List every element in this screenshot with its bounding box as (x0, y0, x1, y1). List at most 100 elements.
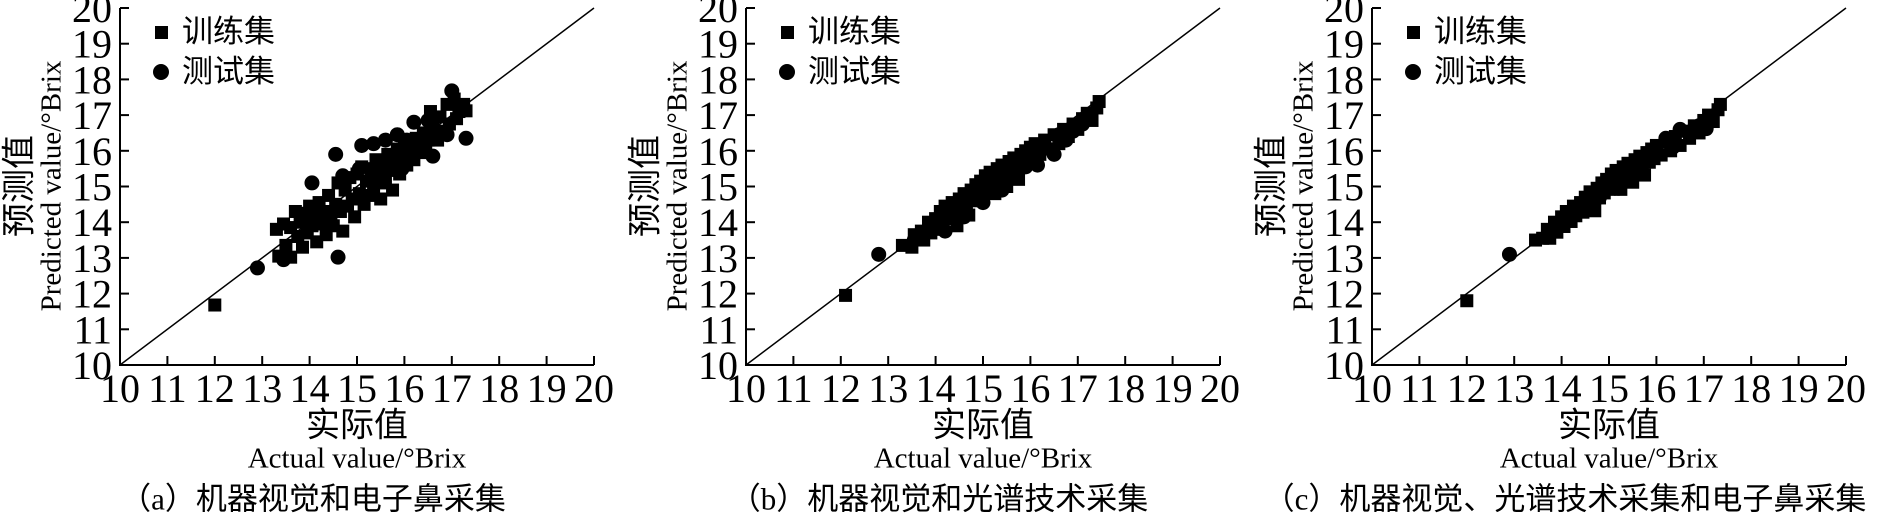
svg-text:15: 15 (72, 165, 112, 210)
svg-text:15: 15 (963, 366, 1003, 411)
y-axis-label-zh: 预测值 (627, 135, 665, 237)
svg-text:12: 12 (821, 366, 861, 411)
x-axis-label-en: Actual value/°Brix (1499, 442, 1719, 475)
legend-test-label: 测试集 (808, 54, 901, 89)
svg-text:19: 19 (527, 366, 567, 411)
legend-test-label: 测试集 (1434, 54, 1527, 89)
train-marker-icon (1402, 25, 1424, 39)
legend-test-label: 测试集 (182, 54, 275, 89)
svg-text:18: 18 (72, 57, 112, 102)
svg-text:10: 10 (100, 366, 140, 411)
svg-text:12: 12 (72, 272, 112, 317)
svg-text:17: 17 (1684, 366, 1724, 411)
legend: 训练集 测试集 (1402, 12, 1527, 92)
svg-text:10: 10 (1324, 343, 1364, 388)
svg-text:11: 11 (148, 366, 187, 411)
svg-text:15: 15 (698, 165, 738, 210)
y-axis-label-en: Predicted value/°Brix (661, 60, 694, 312)
svg-text:10: 10 (72, 343, 112, 388)
x-axis-label-en: Actual value/°Brix (247, 442, 467, 475)
svg-text:14: 14 (72, 200, 112, 245)
svg-text:10: 10 (726, 366, 766, 411)
svg-text:15: 15 (1324, 165, 1364, 210)
legend: 训练集 测试集 (150, 12, 275, 92)
svg-text:18: 18 (698, 57, 738, 102)
chart-panel-c: 10 10 11 11 12 12 13 13 14 14 15 15 16 16 17 17 18 18 19 19… (1252, 0, 1878, 517)
svg-text:17: 17 (698, 93, 738, 138)
svg-text:13: 13 (1494, 366, 1534, 411)
caption-a: （a）机器视觉和电子鼻采集 (120, 481, 506, 517)
svg-text:18: 18 (1105, 366, 1145, 411)
svg-text:11: 11 (699, 307, 738, 352)
y-axis-label-zh: 预测值 (1, 135, 39, 237)
legend-train-label: 训练集 (808, 14, 901, 49)
legend-train-label: 训练集 (182, 14, 275, 49)
chart-panel-a: 10 10 11 11 12 12 13 13 14 14 15 15 16 16 17 17 18 18 19 19… (0, 0, 626, 517)
svg-text:14: 14 (290, 366, 330, 411)
legend-item-train: 训练集 (776, 12, 901, 52)
svg-text:12: 12 (1447, 366, 1487, 411)
svg-text:17: 17 (1058, 366, 1098, 411)
legend-item-test: 测试集 (1402, 52, 1527, 92)
x-axis-label-zh: 实际值 (932, 407, 1034, 445)
legend-train-label: 训练集 (1434, 14, 1527, 49)
svg-text:16: 16 (698, 129, 738, 174)
svg-text:13: 13 (1324, 236, 1364, 281)
svg-text:16: 16 (1324, 129, 1364, 174)
svg-text:18: 18 (479, 366, 519, 411)
legend-item-test: 测试集 (150, 52, 275, 92)
x-axis-label-zh: 实际值 (306, 407, 408, 445)
svg-text:16: 16 (72, 129, 112, 174)
test-marker-icon (150, 64, 172, 80)
svg-text:12: 12 (698, 272, 738, 317)
caption-b: （b）机器视觉和光谱技术采集 (729, 481, 1149, 517)
y-axis-label-en: Predicted value/°Brix (35, 60, 68, 312)
svg-text:12: 12 (195, 366, 235, 411)
svg-text:10: 10 (1352, 366, 1392, 411)
svg-text:17: 17 (432, 366, 472, 411)
svg-text:17: 17 (1324, 93, 1364, 138)
legend-item-train: 训练集 (150, 12, 275, 52)
x-axis-label-en: Actual value/°Brix (873, 442, 1093, 475)
svg-text:20: 20 (1324, 0, 1364, 31)
svg-text:16: 16 (384, 366, 424, 411)
y-axis-label-zh: 预测值 (1253, 135, 1291, 237)
legend-item-train: 训练集 (1402, 12, 1527, 52)
train-marker-icon (150, 25, 172, 39)
svg-text:11: 11 (1325, 307, 1364, 352)
legend-item-test: 测试集 (776, 52, 901, 92)
svg-text:14: 14 (698, 200, 738, 245)
svg-text:15: 15 (1589, 366, 1629, 411)
svg-text:13: 13 (868, 366, 908, 411)
svg-text:13: 13 (698, 236, 738, 281)
y-axis-label-en: Predicted value/°Brix (1287, 60, 1320, 312)
svg-text:12: 12 (1324, 272, 1364, 317)
svg-text:10: 10 (698, 343, 738, 388)
scatter-plot-c: 1010111112121313141415151616171718181919… (1324, 0, 1866, 411)
svg-text:16: 16 (1636, 366, 1676, 411)
svg-text:19: 19 (72, 22, 112, 67)
svg-text:14: 14 (916, 366, 956, 411)
test-marker-icon (776, 64, 798, 80)
scatter-plot-a: 1010111112121313141415151616171718181919… (72, 0, 614, 411)
svg-text:11: 11 (1400, 366, 1439, 411)
caption-c: （c）机器视觉、光谱技术采集和电子鼻采集 (1263, 481, 1867, 517)
svg-text:19: 19 (1153, 366, 1193, 411)
svg-text:20: 20 (574, 366, 614, 411)
svg-text:13: 13 (242, 366, 282, 411)
svg-text:13: 13 (72, 236, 112, 281)
svg-text:11: 11 (774, 366, 813, 411)
svg-text:20: 20 (1200, 366, 1240, 411)
svg-text:11: 11 (73, 307, 112, 352)
svg-text:18: 18 (1324, 57, 1364, 102)
svg-text:14: 14 (1542, 366, 1582, 411)
svg-text:19: 19 (1779, 366, 1819, 411)
x-axis-label-zh: 实际值 (1558, 407, 1660, 445)
svg-text:18: 18 (1731, 366, 1771, 411)
svg-text:14: 14 (1324, 200, 1364, 245)
svg-text:19: 19 (1324, 22, 1364, 67)
svg-text:15: 15 (337, 366, 377, 411)
chart-panel-b: 10 10 11 11 12 12 13 13 14 14 15 15 16 16 17 17 18 18 19 19… (626, 0, 1252, 517)
svg-text:17: 17 (72, 93, 112, 138)
